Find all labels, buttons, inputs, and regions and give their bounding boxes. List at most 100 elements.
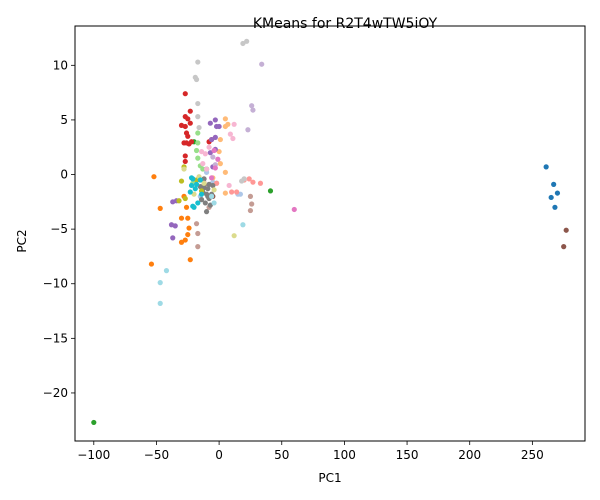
scatter-point — [240, 222, 246, 228]
cluster-series — [543, 164, 561, 210]
y-tick-label: −10 — [43, 277, 68, 291]
scatter-point — [200, 166, 206, 172]
scatter-point — [212, 165, 218, 171]
scatter-point — [195, 200, 201, 206]
scatter-point — [197, 177, 203, 183]
scatter-point — [551, 181, 557, 187]
scatter-point — [231, 233, 237, 239]
scatter-point — [91, 419, 97, 426]
scatter-point — [193, 76, 200, 83]
scatter-point — [191, 191, 197, 197]
scatter-point — [195, 230, 201, 237]
scatter-point — [187, 189, 193, 195]
scatter-point — [188, 182, 195, 189]
scatter-point — [552, 204, 558, 210]
scatter-point — [178, 215, 185, 221]
cluster-series — [208, 147, 297, 213]
x-tick-label: 250 — [521, 448, 544, 462]
scatter-point — [222, 190, 228, 196]
scatter-point — [205, 193, 211, 199]
scatter-points — [91, 38, 569, 426]
scatter-point — [198, 197, 205, 203]
y-axis-label: PC2 — [15, 229, 29, 252]
scatter-point — [291, 206, 297, 213]
scatter-point — [157, 300, 163, 306]
scatter-point — [226, 182, 232, 189]
scatter-point — [185, 116, 191, 122]
scatter-point — [157, 280, 163, 286]
scatter-point — [211, 187, 217, 193]
scatter-point — [203, 209, 210, 215]
cluster-series — [201, 182, 569, 250]
scatter-point — [222, 169, 228, 175]
x-axis-ticks: −100 −50 0 50 100 150 200 250 — [77, 441, 544, 462]
scatter-point — [217, 161, 223, 167]
x-tick-label: −50 — [144, 448, 169, 462]
cluster-series — [192, 38, 250, 184]
scatter-point — [234, 189, 240, 195]
scatter-point — [190, 176, 196, 182]
scatter-point — [202, 151, 208, 157]
y-tick-label: −15 — [43, 331, 68, 345]
scatter-point — [222, 123, 228, 130]
scatter-point — [198, 148, 205, 155]
scatter-point — [178, 239, 185, 245]
scatter-point — [168, 222, 175, 228]
scatter-point — [195, 100, 201, 107]
scatter-point — [222, 116, 228, 122]
scatter-point — [183, 204, 190, 210]
scatter-point — [230, 135, 236, 142]
scatter-point — [193, 147, 200, 154]
scatter-point — [229, 189, 235, 195]
scatter-point — [216, 123, 222, 130]
cluster-series — [214, 176, 264, 195]
y-axis-ticks: −20 −15 −10 −5 0 5 10 — [43, 58, 75, 400]
cluster-series — [181, 166, 237, 239]
scatter-point — [207, 150, 213, 156]
y-tick-label: −5 — [50, 222, 68, 236]
scatter-point — [561, 244, 567, 250]
scatter-point — [244, 38, 250, 44]
scatter-point — [196, 124, 202, 131]
scatter-point — [259, 61, 265, 67]
scatter-point — [216, 148, 222, 155]
scatter-point — [186, 225, 192, 231]
scatter-point — [201, 180, 207, 186]
scatter-point — [249, 103, 255, 109]
scatter-point — [182, 123, 188, 130]
cluster-series — [178, 91, 215, 165]
x-tick-label: 50 — [274, 448, 289, 462]
x-tick-label: 0 — [215, 448, 223, 462]
scatter-point — [247, 193, 254, 199]
scatter-point — [187, 120, 193, 126]
scatter-point — [554, 190, 561, 196]
scatter-point — [212, 117, 218, 123]
scatter-point — [195, 114, 201, 120]
scatter-point — [198, 191, 205, 197]
y-tick-label: −20 — [43, 386, 68, 400]
scatter-point — [548, 194, 554, 201]
scatter-point — [185, 133, 191, 139]
scatter-point — [245, 127, 251, 133]
scatter-point — [206, 144, 212, 150]
scatter-point — [267, 188, 274, 194]
scatter-point — [181, 166, 187, 172]
scatter-point — [239, 178, 245, 184]
scatter-point — [206, 181, 212, 187]
x-axis-label: PC1 — [318, 471, 341, 485]
y-tick-label: 10 — [53, 58, 68, 72]
scatter-point — [202, 200, 208, 206]
scatter-point — [163, 268, 170, 274]
plot-frame — [74, 25, 586, 442]
scatter-point — [207, 120, 213, 126]
scatter-point — [257, 180, 264, 186]
scatter-point — [182, 195, 188, 202]
scatter-point — [210, 154, 216, 160]
scatter-point — [195, 155, 201, 161]
scatter-point — [185, 215, 191, 221]
scatter-point — [231, 121, 237, 127]
scatter-point — [246, 176, 252, 182]
chart-title: KMeans for R2T4wTW5iOY — [253, 16, 438, 32]
scatter-point — [249, 201, 255, 207]
